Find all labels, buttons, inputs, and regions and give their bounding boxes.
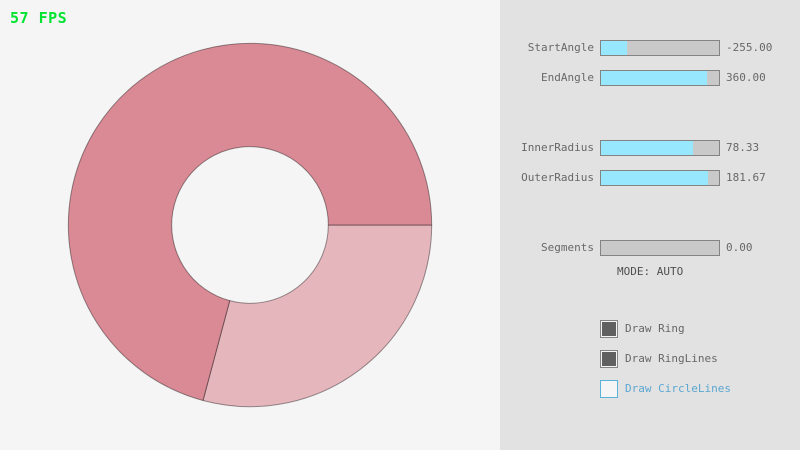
outer-radius-slider[interactable] — [600, 170, 720, 186]
inner-radius-slider[interactable] — [600, 140, 720, 156]
fps-counter: 57 FPS — [10, 9, 68, 27]
slider-value: 0.00 — [726, 241, 753, 254]
slider-row-inner-radius: InnerRadius 78.33 — [500, 140, 800, 156]
ring-canvas — [67, 42, 433, 408]
slider-row-end-angle: EndAngle 360.00 — [500, 70, 800, 86]
checkbox-label: Draw Ring — [625, 322, 685, 335]
end-angle-slider[interactable] — [600, 70, 720, 86]
slider-value: -255.00 — [726, 41, 773, 54]
slider-label: OuterRadius — [521, 171, 594, 184]
draw-ring-checkbox[interactable] — [600, 320, 618, 338]
slider-row-start-angle: StartAngle -255.00 — [500, 40, 800, 56]
slider-label: EndAngle — [541, 71, 594, 84]
slider-label: Segments — [541, 241, 594, 254]
segments-slider[interactable] — [600, 240, 720, 256]
segments-mode-text: MODE: AUTO — [617, 265, 684, 278]
draw-circlelines-checkbox[interactable] — [600, 380, 618, 398]
slider-row-segments: Segments 0.00 — [500, 240, 800, 256]
slider-fill — [601, 41, 627, 55]
checkbox-label: Draw RingLines — [625, 352, 718, 365]
slider-value: 360.00 — [726, 71, 766, 84]
slider-row-outer-radius: OuterRadius 181.67 — [500, 170, 800, 186]
slider-fill — [601, 141, 694, 155]
draw-ringlines-checkbox[interactable] — [600, 350, 618, 368]
slider-fill — [601, 171, 709, 185]
checkbox-label: Draw CircleLines — [625, 382, 731, 395]
slider-label: InnerRadius — [521, 141, 594, 154]
ring-sector — [67, 42, 433, 402]
ring-sector — [202, 224, 433, 408]
slider-label: StartAngle — [527, 41, 594, 54]
slider-fill — [601, 71, 708, 85]
slider-value: 181.67 — [726, 171, 766, 184]
controls-panel: StartAngle -255.00 EndAngle 360.00 Inner… — [500, 0, 800, 450]
slider-value: 78.33 — [726, 141, 760, 154]
start-angle-slider[interactable] — [600, 40, 720, 56]
